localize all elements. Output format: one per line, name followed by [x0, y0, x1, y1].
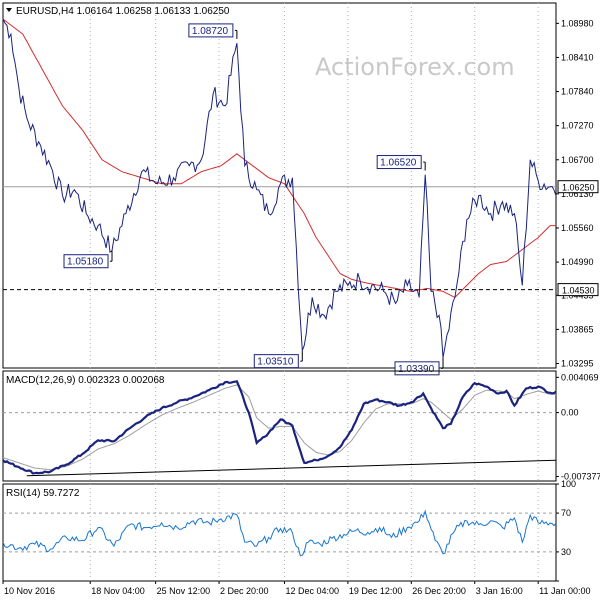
rsi-header: RSI(14) 59.7272 [6, 488, 80, 499]
callout-label: 1.03390 [398, 364, 435, 375]
price-line [2, 18, 557, 358]
x-tick-label: 19 Dec 12:00 [349, 586, 403, 596]
x-tick-label: 10 Nov 2016 [4, 586, 55, 596]
price-y-tick-label: 1.08410 [561, 52, 594, 62]
price-y-tick-label: 1.05560 [561, 223, 594, 233]
price-y-tick-label: 1.04990 [561, 257, 594, 267]
macd-panel: 0.004069 0.00 -0.007377 MACD(12,26,9) 0.00… [2, 370, 600, 482]
callout-box [253, 354, 299, 369]
price-header: EURUSD,H4 1.06164 1.06258 1.06133 1.0625… [16, 6, 230, 17]
callout-label: 1.06520 [380, 158, 417, 169]
price-y-tick-label: 1.06700 [561, 155, 594, 165]
callout-label: 1.05180 [67, 257, 104, 268]
ma-line [2, 18, 556, 299]
callout-box [188, 23, 234, 38]
rsi-line [2, 509, 557, 557]
callout-label: 1.08720 [192, 26, 229, 37]
price-panel: ActionForex.com 1.08980 1.08410 1.07840 1.0… [2, 2, 599, 376]
support-level-tag: 1.04530 [557, 283, 599, 297]
price-y-tick-label: 1.06130 [561, 189, 594, 199]
rsi-panel: 100 70 30 RSI(14) 59.7272 [2, 479, 576, 582]
watermark: ActionForex.com [315, 53, 515, 81]
support-level-label: 1.04530 [562, 286, 595, 296]
callout-box [376, 155, 422, 170]
x-tick-label: 3 Jan 16:00 [476, 586, 523, 596]
macd-panel-frame [2, 370, 557, 482]
price-y-tick-label: 1.07840 [561, 87, 594, 97]
macd-header: MACD(12,26,9) 0.002323 0.002068 [6, 375, 165, 386]
macd-y-tick-label: -0.007377 [561, 471, 600, 481]
x-tick-label: 12 Dec 04:00 [285, 586, 339, 596]
macd-y-tick-label: 0.004069 [561, 372, 599, 382]
rsi-y-tick-label: 70 [561, 508, 571, 518]
macd-signal-line [2, 384, 556, 471]
price-y-tick-label: 1.07270 [561, 121, 594, 131]
x-tick-label: 25 Nov 12:00 [157, 586, 211, 596]
x-tick-label: 11 Jan 00:00 [539, 586, 590, 596]
x-axis: 10 Nov 2016 18 Nov 04:00 25 Nov 12:00 2 Dec… [2, 581, 591, 596]
rsi-y-tick-label: 30 [561, 547, 571, 557]
price-y-tick-label: 1.03295 [561, 359, 594, 369]
dropdown-triangle-icon[interactable] [6, 8, 12, 12]
x-tick-label: 26 Dec 20:00 [412, 586, 466, 596]
x-tick-label: 18 Nov 04:00 [91, 586, 145, 596]
price-y-tick-label: 1.03865 [561, 324, 594, 334]
callout-label: 1.03510 [257, 357, 294, 368]
rsi-y-tick-label: 100 [561, 479, 576, 489]
rsi-panel-frame [2, 483, 557, 582]
macd-y-tick-label: 0.00 [561, 408, 579, 418]
price-y-tick-label: 1.08980 [561, 18, 594, 28]
macd-trendline [26, 459, 557, 477]
current-price-label: 1.06250 [562, 183, 595, 193]
x-tick-label: 2 Dec 20:00 [220, 586, 269, 596]
callout-box [394, 361, 440, 376]
macd-line [2, 380, 557, 475]
current-price-tag: 1.06250 [557, 180, 599, 194]
callout-box [63, 254, 109, 269]
